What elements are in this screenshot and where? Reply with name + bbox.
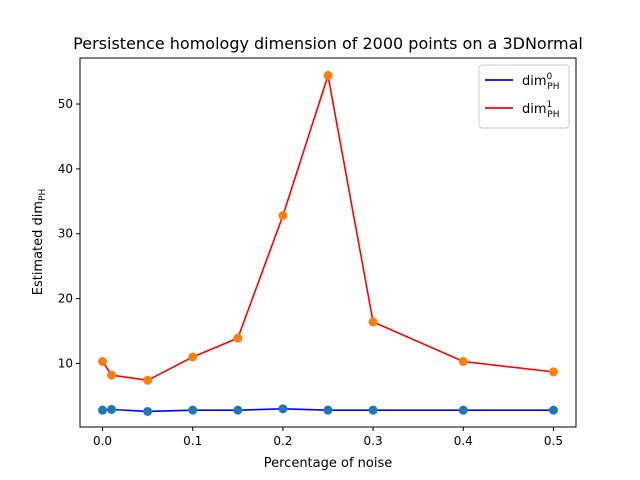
series-line-dim1 xyxy=(101,75,554,382)
data-point-dim0 xyxy=(323,405,333,415)
series-line-dim0 xyxy=(102,408,554,413)
data-point-dim1 xyxy=(458,357,468,366)
data-point-dim0 xyxy=(368,405,378,415)
series-layer xyxy=(98,71,558,416)
chart-title: Persistence homology dimension of 2000 p… xyxy=(73,34,583,53)
legend-label-dim0-sub: PH xyxy=(547,82,559,92)
legend-label-dim0-sup: 0 xyxy=(547,72,553,82)
data-point-dim1 xyxy=(368,317,378,327)
data-point-dim0 xyxy=(278,404,288,414)
x-tick-label: 0.2 xyxy=(273,434,292,448)
y-axis-label: Estimated dimPH xyxy=(31,189,48,296)
x-axis-ticks: 0.0 0.1 0.2 0.3 0.4 0.5 xyxy=(93,427,563,448)
x-axis-label: Percentage of noise xyxy=(264,456,393,471)
y-axis-ticks: 10 20 30 40 50 xyxy=(58,97,80,370)
data-point-dim1 xyxy=(107,370,117,380)
data-point-dim0 xyxy=(107,404,117,414)
data-point-dim1 xyxy=(188,352,198,362)
x-tick-label: 0.4 xyxy=(454,434,473,448)
data-point-dim1 xyxy=(548,367,558,377)
legend-label-dim1: dim1 PH xyxy=(522,100,559,120)
x-tick-label: 0.1 xyxy=(183,434,202,448)
y-tick-label: 30 xyxy=(58,227,73,241)
x-tick-label: 0.3 xyxy=(364,434,383,448)
y-tick-label: 10 xyxy=(58,356,73,370)
data-point-dim0 xyxy=(143,406,153,416)
plot-frame xyxy=(79,57,577,428)
data-point-dim0 xyxy=(188,405,198,415)
y-axis-label-sub: PH xyxy=(38,189,48,201)
x-tick-label: 0.0 xyxy=(93,434,112,448)
y-tick-label: 20 xyxy=(58,292,73,306)
data-point-dim1 xyxy=(98,357,108,366)
data-point-dim0 xyxy=(233,405,243,415)
legend-label-dim1-sup: 1 xyxy=(547,100,553,110)
legend: dim0 PH dim1 PH xyxy=(478,64,570,129)
data-point-dim1 xyxy=(323,71,333,81)
data-point-dim0 xyxy=(98,405,108,415)
x-tick-label: 0.5 xyxy=(544,434,563,448)
y-tick-label: 40 xyxy=(58,162,73,176)
data-point-dim1 xyxy=(143,375,153,385)
legend-label-dim1-sub: PH xyxy=(547,110,559,120)
y-tick-label: 50 xyxy=(58,97,73,111)
legend-label-dim0: dim0 PH xyxy=(522,72,559,92)
data-point-dim1 xyxy=(233,333,243,343)
data-point-dim1 xyxy=(278,211,288,221)
data-point-dim0 xyxy=(458,405,468,415)
data-point-dim0 xyxy=(548,405,558,415)
y-axis-label-base: Estimated dim xyxy=(31,201,46,295)
